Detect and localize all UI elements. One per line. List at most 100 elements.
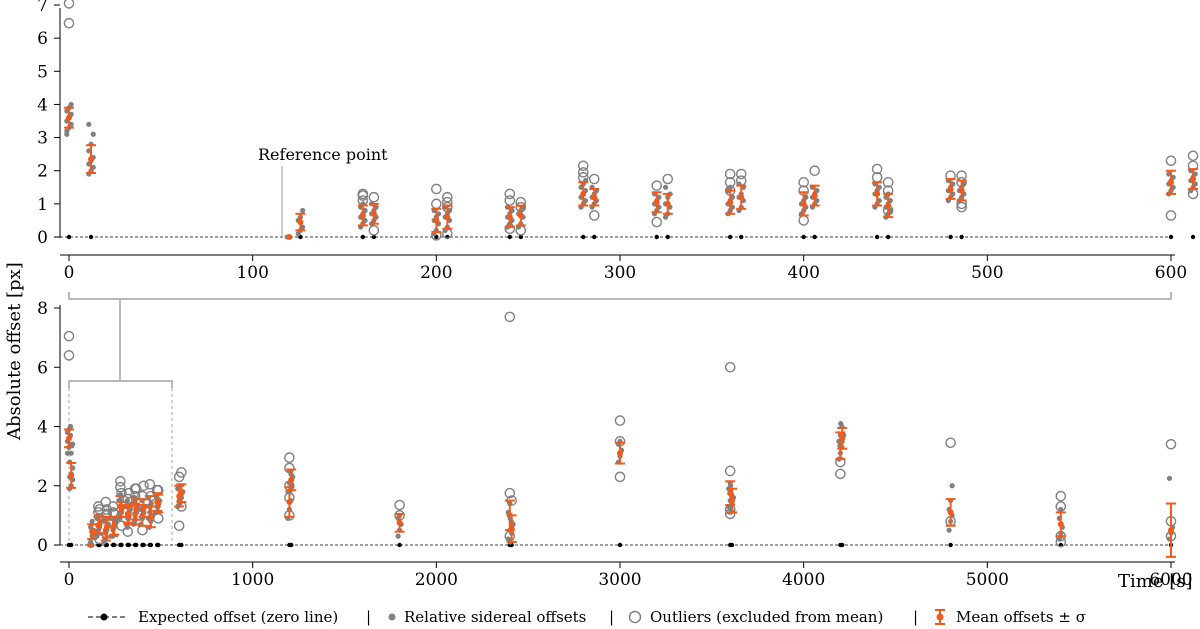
top-y-tick-label: 6: [37, 29, 48, 49]
top-expected-point: [88, 234, 94, 240]
bottom-expected-point: [617, 542, 623, 548]
top-x-tick-label: 200: [420, 263, 452, 283]
top-mean-point: [370, 210, 377, 217]
bottom-mean-point: [1168, 527, 1174, 534]
top-outlier-point: [724, 168, 736, 180]
bottom-expected-point: [148, 542, 154, 548]
bottom-outlier-point: [152, 513, 164, 524]
bottom-mean-point: [133, 506, 140, 513]
legend-outlier-label: Outliers (excluded from mean): [650, 608, 883, 626]
top-outlier-point: [651, 180, 663, 191]
top-bracket: [68, 292, 1172, 300]
top-mean-point: [958, 187, 965, 194]
bottom-outlier-point: [116, 487, 127, 499]
top-expected-point: [371, 234, 377, 240]
bottom-mean-point: [155, 500, 162, 507]
top-y-tick-label: 4: [37, 95, 48, 115]
top-x-axis: 0 100 200 300 400 500 600: [64, 255, 1187, 283]
bottom-outlier-point: [1055, 536, 1067, 548]
top-outlier-point: [588, 210, 600, 221]
top-outlier-point: [504, 188, 516, 200]
bottom-relative-point: [89, 518, 95, 524]
top-relative-point: [662, 184, 669, 190]
top-mean-point: [653, 199, 660, 206]
bottom-outlier-point: [614, 471, 626, 483]
bottom-mean-point: [729, 497, 736, 504]
top-outlier-point: [809, 165, 820, 177]
top-outlier-point: [798, 177, 809, 188]
bottom-data-marks: [60, 311, 1177, 558]
top-outlier-point: [1187, 150, 1199, 162]
bottom-expected-point: [119, 542, 124, 548]
top-relative-point: [64, 128, 70, 134]
bottom-outlier-point: [63, 330, 75, 342]
bottom-y-tick-label: 4: [37, 418, 48, 438]
legend-relative-marker: [388, 613, 396, 621]
bottom-outlier-point: [173, 520, 185, 532]
bottom-mean-point: [286, 499, 293, 506]
bottom-relative-point: [67, 423, 74, 430]
bottom-y-axis: 0 2 4 6 8: [37, 299, 60, 556]
legend-outlier-marker: [628, 610, 642, 624]
bottom-outlier-point: [129, 490, 141, 502]
bottom-relative-point: [1166, 475, 1173, 481]
top-expected-point: [1168, 234, 1174, 240]
top-expected-point: [360, 234, 366, 240]
top-expected-point: [654, 234, 659, 240]
bottom-outlier-point: [945, 437, 956, 449]
bottom-relative-point: [64, 450, 71, 456]
zoom-bracket: [68, 292, 1172, 545]
bottom-mean-point: [103, 524, 110, 531]
top-expected-point: [518, 234, 524, 240]
top-outlier-point: [882, 177, 894, 188]
top-outlier-point: [1165, 210, 1177, 221]
bottom-expected-point: [126, 542, 132, 548]
legend-relative-label: Relative sidereal offsets: [404, 608, 586, 626]
bottom-mean-point: [125, 512, 132, 519]
legend-separator-3: |: [913, 608, 918, 626]
bottom-outlier-point: [115, 476, 126, 487]
top-expected-point: [1190, 234, 1196, 240]
bottom-expected-point: [141, 542, 146, 548]
bottom-mean-point: [839, 435, 846, 442]
bottom-expected-point: [134, 542, 139, 548]
legend-expected-label: Expected offset (zero line): [138, 608, 338, 626]
top-data-marks: [60, 0, 1199, 241]
bottom-outlier-point: [724, 361, 736, 373]
reference-point-label: Reference point: [258, 145, 388, 164]
top-mean-point: [1168, 179, 1174, 186]
bottom-relative-point: [70, 441, 76, 447]
bottom-y-tick-label: 2: [37, 477, 48, 497]
top-mean-point: [800, 200, 807, 207]
bottom-bracket: [68, 380, 173, 388]
bottom-mean-point: [1057, 521, 1064, 528]
top-y-tick-label: 2: [37, 162, 48, 182]
bottom-x-tick-label: 2000: [415, 570, 458, 590]
bottom-relative-point: [946, 527, 952, 533]
bottom-outlier-point: [115, 481, 126, 493]
top-outlier-point: [651, 216, 663, 228]
bottom-expected-point: [179, 542, 184, 548]
top-mean-point: [947, 185, 954, 192]
bottom-mean-point: [178, 490, 185, 497]
top-expected-point: [507, 234, 512, 240]
top-y-tick-label: 1: [37, 195, 48, 215]
top-expected-point: [66, 234, 72, 240]
top-outlier-point: [956, 170, 967, 181]
top-expected-point: [739, 234, 744, 240]
top-outlier-point: [577, 160, 589, 172]
legend-separator-1: |: [366, 608, 371, 626]
top-outlier-point: [588, 173, 600, 185]
top-mean-point: [738, 194, 745, 201]
top-expected-point: [728, 234, 733, 240]
legend-mean-marker: [936, 613, 944, 621]
bottom-mean-point: [617, 450, 623, 457]
bottom-outlier-point: [1055, 490, 1067, 502]
bottom-expected-point: [397, 542, 402, 548]
bottom-outlier-point: [63, 350, 75, 361]
top-outlier-point: [956, 201, 967, 213]
top-mean-point: [885, 202, 892, 209]
top-outlier-point: [442, 191, 453, 203]
top-mean-point: [664, 200, 671, 207]
